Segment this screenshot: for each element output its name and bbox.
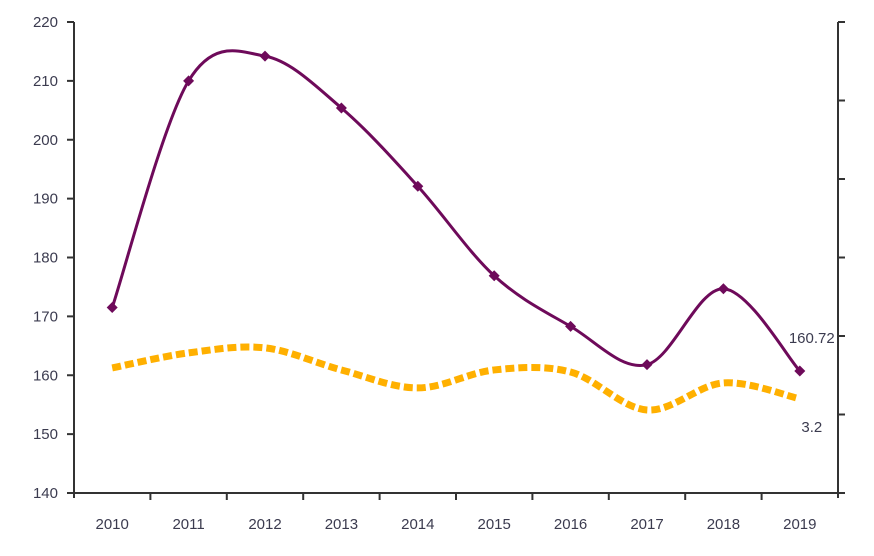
- data-point-marker: [183, 75, 195, 87]
- x-tick-label: 2010: [96, 516, 129, 533]
- y-tick-label: 140: [33, 485, 58, 502]
- x-tick-label: 2017: [630, 516, 663, 533]
- y-tick-label: 200: [33, 132, 58, 149]
- x-tick-label: 2011: [172, 516, 204, 533]
- data-point-marker: [335, 102, 347, 114]
- data-point-marker: [641, 359, 653, 371]
- data-point-marker: [717, 283, 729, 295]
- axes: [67, 21, 845, 500]
- y-tick-label: 190: [33, 191, 58, 208]
- series-group: [106, 49, 806, 414]
- x-tick-label: 2018: [707, 516, 740, 533]
- y-tick-label: 220: [33, 14, 58, 31]
- data-point-marker: [565, 320, 577, 332]
- y-tick-label: 150: [33, 426, 58, 443]
- data-point-marker: [794, 365, 806, 377]
- y-tick-label: 170: [33, 308, 58, 325]
- x-tick-label: 2014: [401, 516, 434, 533]
- x-tick-label: 2015: [478, 516, 511, 533]
- series-line-1: [110, 49, 801, 373]
- end-value-label: 160.72: [789, 330, 835, 347]
- y-tick-label: 160: [33, 367, 58, 384]
- x-tick-label: 2012: [248, 516, 281, 533]
- data-point-marker: [259, 50, 271, 62]
- y-tick-label: 210: [33, 73, 58, 90]
- labels-group: 140 150 160 170 180 190 200 210 220 2010 2011 2012 2…: [33, 14, 835, 533]
- data-point-marker: [106, 302, 118, 314]
- series-line-2: [111, 343, 801, 414]
- x-tick-label: 2013: [325, 516, 358, 533]
- x-tick-label: 2019: [783, 516, 816, 533]
- data-point-marker: [412, 180, 424, 192]
- x-tick-label: 2016: [554, 516, 587, 533]
- end-value-label: 3.2: [801, 419, 822, 436]
- y-tick-label: 180: [33, 250, 58, 267]
- data-point-marker: [488, 270, 500, 282]
